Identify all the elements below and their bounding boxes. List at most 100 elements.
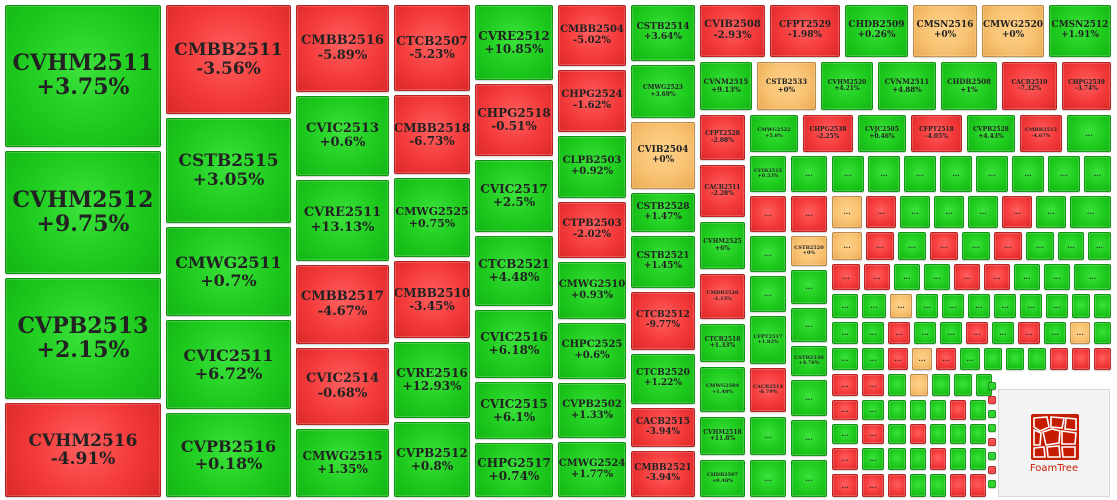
tile-collapsed[interactable] (888, 374, 906, 396)
tile-collapsed[interactable]: ... (862, 448, 884, 470)
tile-cmwg2515[interactable]: CMWG2515 +1.35% (296, 429, 389, 497)
tile-cvib2515[interactable]: CVIB2515 +0.53% (750, 156, 786, 192)
tile-cmwg2524[interactable]: CMWG2524 +1.77% (558, 442, 626, 497)
tile-collapsed[interactable]: ... (992, 322, 1014, 344)
tile-collapsed[interactable] (950, 424, 966, 444)
tile-collapsed[interactable]: ... (994, 232, 1022, 260)
tile-collapsed[interactable] (984, 348, 1002, 370)
tile-collapsed[interactable]: ... (832, 448, 858, 470)
tile-collapsed[interactable]: ... (888, 348, 908, 370)
tile-collapsed[interactable] (888, 424, 906, 444)
tile-collapsed[interactable] (910, 474, 926, 497)
tile-collapsed[interactable]: ... (968, 294, 990, 318)
tile-cvib2504[interactable]: CVIB2504 +0% (631, 122, 695, 189)
tile-ctcb2520[interactable]: CTCB2520 +1.22% (631, 354, 695, 404)
tile-collapsed[interactable]: ... (868, 156, 900, 192)
tile-collapsed[interactable] (950, 400, 966, 420)
tile-collapsed[interactable]: ... (940, 156, 972, 192)
tile-collapsed[interactable] (1072, 294, 1090, 318)
tile-ctcb2507[interactable]: CTCB2507 -5.23% (394, 5, 470, 91)
tile-cvic2515[interactable]: CVIC2515 +6.1% (475, 382, 553, 439)
tile-cfpt2517[interactable]: CFPT2517 +1.82% (750, 316, 786, 364)
tile-collapsed[interactable]: ... (1058, 232, 1084, 260)
tile-collapsed[interactable] (1094, 294, 1111, 318)
tile-collapsed[interactable]: ... (894, 264, 920, 290)
tile-collapsed[interactable]: ... (1012, 156, 1044, 192)
tile-cmwg2523[interactable]: CMWG2523 +3.69% (631, 65, 695, 118)
tile-cacb2510[interactable]: CACB2510 -7.32% (1002, 62, 1057, 110)
tile-cvhm2512[interactable]: CVHM2512 +9.75% (5, 151, 161, 274)
tile-collapsed[interactable]: ... (1084, 156, 1111, 192)
tile-collapsed[interactable]: ... (832, 424, 858, 444)
tile-cvic2516[interactable]: CVIC2516 +6.18% (475, 310, 553, 378)
tile-collapsed[interactable]: ... (1067, 115, 1111, 152)
tile-collapsed[interactable]: ... (936, 348, 956, 370)
tile-cvhm2520[interactable]: CVHM2520 +4.21% (821, 62, 873, 110)
tile-cmwg2522[interactable]: CMWG2522 +5.8% (750, 115, 798, 152)
tile-cvpb2502[interactable]: CVPB2502 +1.33% (558, 383, 626, 438)
tile-cvic2517[interactable]: CVIC2517 +2.5% (475, 160, 553, 232)
tile-collapsed[interactable]: ... (898, 232, 926, 260)
tile-chdb2509[interactable]: CHDB2509 +0.26% (845, 5, 908, 57)
tile-collapsed[interactable]: ... (832, 348, 858, 370)
tile-collapsed[interactable]: ... (1046, 294, 1068, 318)
tile-collapsed[interactable] (970, 400, 986, 420)
tile-collapsed[interactable] (1094, 348, 1111, 370)
tile-collapsed[interactable]: ... (791, 380, 827, 416)
tile-collapsed[interactable] (970, 424, 986, 444)
tile-collapsed[interactable] (950, 448, 966, 470)
tile-collapsed[interactable] (950, 474, 966, 497)
tile-collapsed[interactable]: ... (904, 156, 936, 192)
tile-cvpb2512[interactable]: CVPB2512 +0.8% (394, 422, 470, 497)
tile-cfpt2529[interactable]: CFPT2529 -1.98% (770, 5, 840, 57)
tile-collapsed[interactable] (932, 374, 950, 396)
tile-collapsed[interactable] (888, 474, 906, 497)
tile-collapsed[interactable] (930, 400, 946, 420)
tile-cvre2512[interactable]: CVRE2512 +10.85% (475, 5, 553, 80)
tile-chpc2525[interactable]: CHPC2525 +0.6% (558, 323, 626, 379)
tile-collapsed[interactable] (910, 424, 926, 444)
tile-cmbb2515[interactable]: CMBB2515 -4.67% (1020, 115, 1062, 152)
tile-cvib2508[interactable]: CVIB2508 -2.93% (700, 5, 765, 57)
tile-cvhm2518[interactable]: CVHM2518 +11.8% (700, 417, 745, 455)
tile-collapsed[interactable]: ... (1048, 156, 1080, 192)
tile-collapsed[interactable] (1050, 348, 1068, 370)
tile-collapsed[interactable]: ... (832, 196, 862, 228)
tile-collapsed[interactable]: ... (862, 294, 886, 318)
tile-collapsed[interactable] (930, 474, 946, 497)
tile-collapsed[interactable]: ... (912, 348, 932, 370)
tile-cmbb2510[interactable]: CMBB2510 -3.45% (394, 261, 470, 338)
tile-collapsed[interactable]: ... (866, 196, 896, 228)
tile-collapsed[interactable]: ... (994, 294, 1016, 318)
tile-collapsed[interactable]: ... (930, 232, 958, 260)
tile-collapsed[interactable] (1072, 348, 1090, 370)
tile-collapsed[interactable]: ... (888, 322, 910, 344)
tile-cvhm2516[interactable]: CVHM2516 -4.91% (5, 403, 161, 497)
tile-collapsed[interactable]: ... (832, 264, 860, 290)
tile-collapsed[interactable]: ... (962, 232, 990, 260)
tile-collapsed[interactable] (1028, 348, 1046, 370)
tile-cmwg2520[interactable]: CMWG2520 +0% (982, 5, 1044, 57)
tile-cmbb2521[interactable]: CMBB2521 -3.94% (631, 451, 695, 497)
tile-cmsn2516[interactable]: CMSN2516 +0% (913, 5, 977, 57)
tile-collapsed[interactable] (988, 452, 996, 460)
tile-collapsed[interactable] (988, 396, 996, 404)
tile-collapsed[interactable] (1094, 322, 1111, 344)
tile-collapsed[interactable]: ... (1020, 294, 1042, 318)
tile-cstb2520[interactable]: CSTB2520 +0% (791, 236, 827, 266)
tile-collapsed[interactable]: ... (942, 294, 964, 318)
tile-collapsed[interactable]: ... (862, 400, 884, 420)
tile-cvpb2528[interactable]: CVPB2528 +4.43% (967, 115, 1015, 152)
tile-collapsed[interactable] (988, 466, 996, 474)
tile-chpg2538[interactable]: CHPG2538 -2.25% (803, 115, 853, 152)
tile-chdb2507[interactable]: CHDB2507 +0.46% (700, 460, 745, 497)
tile-cstb2515[interactable]: CSTB2515 +3.05% (166, 118, 291, 223)
tile-collapsed[interactable]: ... (1026, 232, 1054, 260)
tile-collapsed[interactable]: ... (1018, 322, 1040, 344)
tile-collapsed[interactable]: ... (862, 374, 884, 396)
tile-collapsed[interactable]: ... (976, 156, 1008, 192)
tile-chpg2517[interactable]: CHPG2517 +0.74% (475, 443, 553, 497)
tile-collapsed[interactable]: ... (750, 276, 786, 312)
tile-collapsed[interactable]: ... (966, 322, 988, 344)
tile-cmbb2517[interactable]: CMBB2517 -4.67% (296, 265, 389, 344)
